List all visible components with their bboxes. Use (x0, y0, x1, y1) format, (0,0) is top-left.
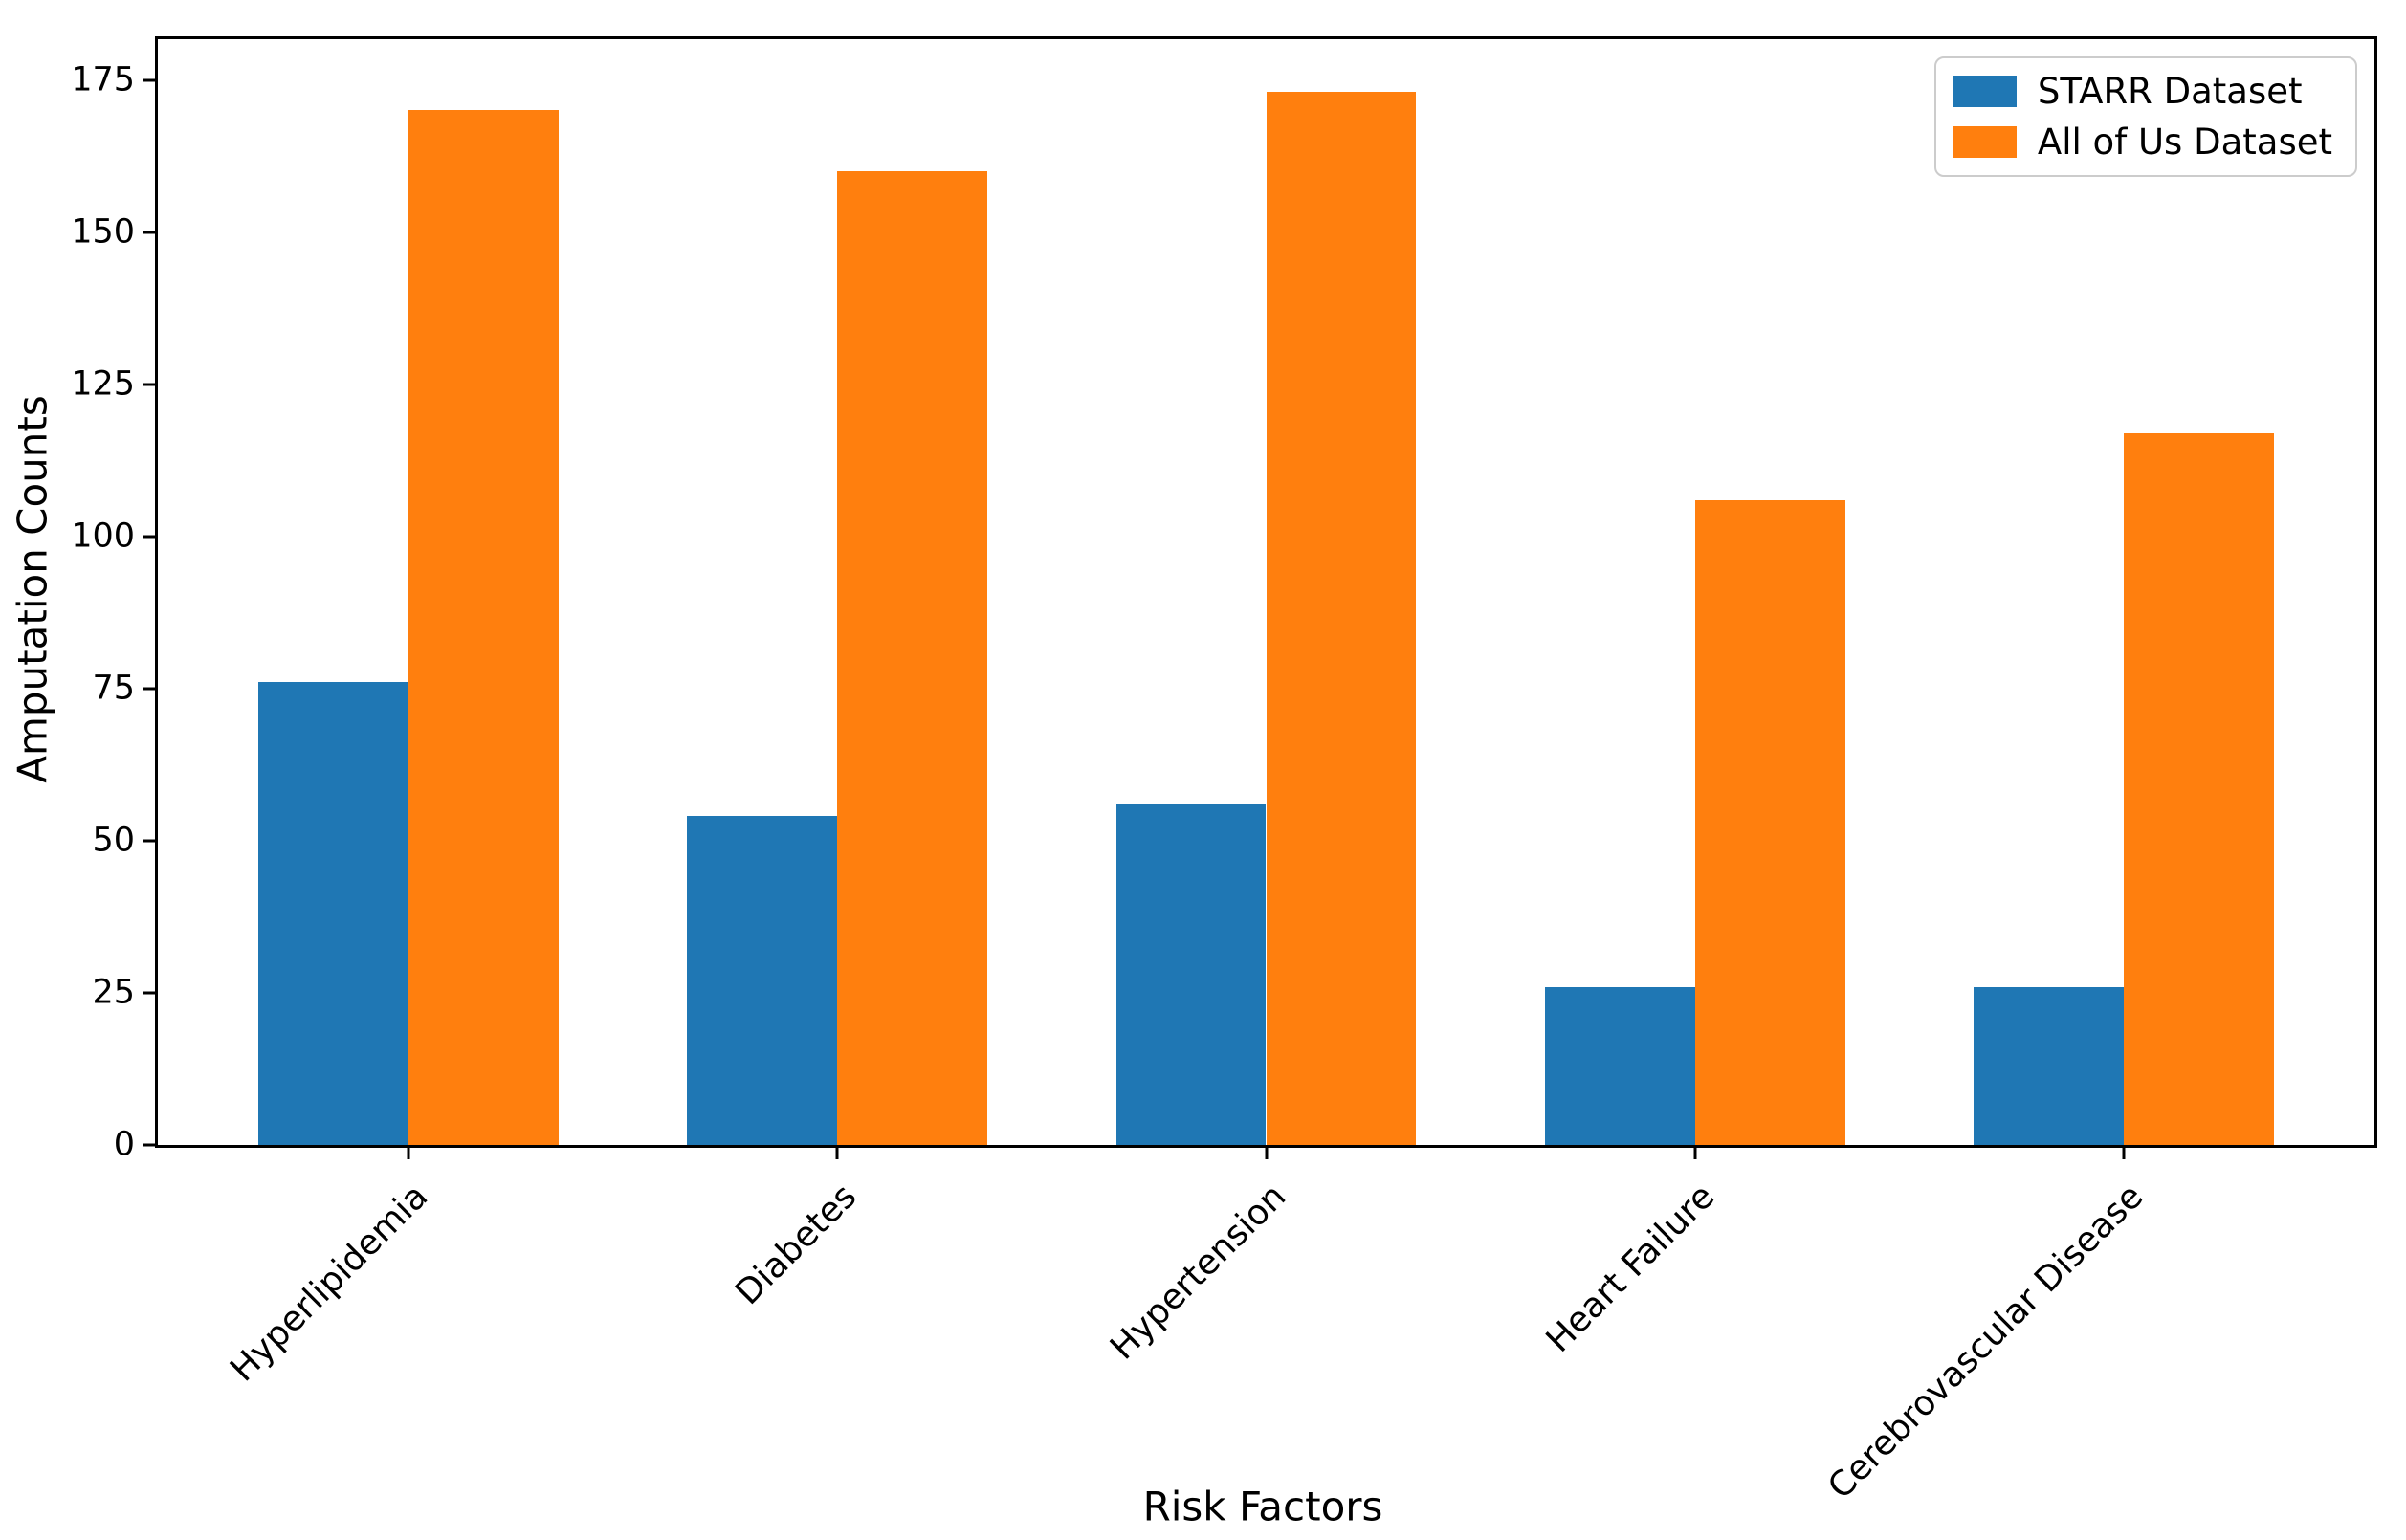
y-tick-mark-100 (143, 535, 155, 539)
y-tick-mark-25 (143, 991, 155, 995)
x-tick-mark-hypertension (1265, 1148, 1268, 1159)
y-tick-mark-175 (143, 78, 155, 82)
y-tick-label-50: 50 (92, 821, 135, 860)
y-tick-label-150: 150 (71, 212, 135, 252)
y-tick-label-0: 0 (113, 1125, 135, 1164)
bar-starr-dataset-hypertension (1115, 803, 1267, 1145)
bar-all-of-us-dataset-hypertension (1266, 92, 1417, 1145)
legend-label-all-of-us-dataset: All of Us Dataset (2037, 121, 2332, 163)
bar-starr-dataset-diabetes (687, 816, 838, 1145)
legend: STARR Dataset All of Us Dataset (1933, 56, 2357, 177)
legend-swatch-starr-dataset (1953, 76, 2017, 107)
legend-label-starr-dataset: STARR Dataset (2037, 71, 2303, 112)
x-tick-mark-cerebrovascular-disease (2122, 1148, 2126, 1159)
plot-area: Hyperlipidemia Diabetes Hypertension Heart … (71, 36, 2377, 1507)
x-tick-label-diabetes: Diabetes (728, 1177, 865, 1313)
y-tick-label-75: 75 (92, 669, 135, 708)
x-tick-label-hypertension: Hypertension (1102, 1177, 1293, 1368)
x-tick-label-heart-failure: Heart Failure (1538, 1177, 1722, 1360)
x-tick-mark-hyperlipidemia (407, 1148, 410, 1159)
bar-all-of-us-dataset-hyperlipidemia (408, 110, 560, 1145)
y-tick-label-175: 175 (71, 60, 135, 99)
legend-item-all-of-us-dataset: All of Us Dataset (1953, 124, 2332, 160)
y-tick-mark-50 (143, 839, 155, 843)
bar-starr-dataset-cerebrovascular-disease (1973, 986, 2124, 1145)
bar-all-of-us-dataset-cerebrovascular-disease (2123, 432, 2274, 1145)
y-tick-mark-125 (143, 383, 155, 386)
x-axis-title: Risk Factors (1142, 1483, 1383, 1530)
x-tick-label-hyperlipidemia: Hyperlipidemia (223, 1177, 436, 1390)
x-tick-label-cerebrovascular-disease: Cerebrovascular Disease (1821, 1177, 2152, 1507)
y-axis-title: Amputation Counts (9, 395, 56, 783)
y-tick-mark-0 (143, 1143, 155, 1147)
legend-swatch-all-of-us-dataset (1953, 126, 2017, 158)
bar-all-of-us-dataset-heart-failure (1694, 499, 1845, 1145)
x-tick-mark-diabetes (835, 1148, 839, 1159)
y-tick-label-25: 25 (92, 973, 135, 1012)
y-tick-mark-150 (143, 231, 155, 234)
y-tick-mark-75 (143, 687, 155, 691)
y-tick-label-100: 100 (71, 517, 135, 556)
bar-starr-dataset-heart-failure (1544, 986, 1695, 1145)
y-tick-label-125: 125 (71, 364, 135, 404)
x-tick-mark-heart-failure (1693, 1148, 1697, 1159)
legend-item-starr-dataset: STARR Dataset (1953, 74, 2332, 109)
bar-starr-dataset-hyperlipidemia (258, 682, 409, 1145)
bar-all-of-us-dataset-diabetes (837, 171, 988, 1145)
